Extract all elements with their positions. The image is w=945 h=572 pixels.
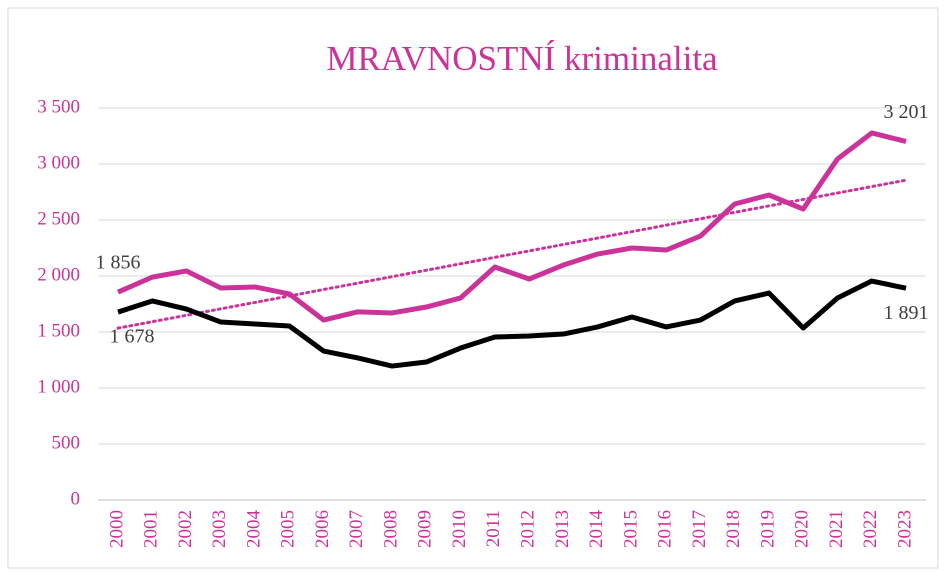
data-label: 1 856 — [96, 252, 141, 274]
x-tick-label: 2001 — [141, 510, 162, 548]
x-tick-label: 2022 — [860, 510, 881, 548]
trendline — [116, 178, 908, 330]
data-label: 1 891 — [884, 302, 929, 324]
y-tick-label: 2 000 — [37, 264, 80, 285]
x-tick-label: 2013 — [552, 510, 573, 548]
x-tick-label: 2014 — [586, 510, 607, 549]
x-tick-label: 2012 — [517, 510, 538, 548]
x-tick-label: 2010 — [449, 510, 470, 548]
x-tick-label: 2018 — [723, 510, 744, 548]
x-tick-label: 2015 — [620, 510, 641, 548]
x-tick-label: 2021 — [826, 510, 847, 548]
x-tick-label: 2019 — [757, 510, 778, 548]
x-tick-label: 2005 — [278, 510, 299, 548]
x-tick-label: 2003 — [209, 510, 230, 548]
y-tick-label: 1 000 — [37, 376, 80, 397]
chart-title: MRAVNOSTNÍ kriminalita — [326, 39, 718, 78]
x-tick-label: 2000 — [106, 510, 127, 548]
x-tick-label: 2007 — [346, 510, 367, 548]
y-tick-label: 1 500 — [37, 320, 80, 341]
y-tick-label: 3 000 — [37, 152, 80, 173]
y-tick-label: 0 — [71, 488, 81, 509]
data-label: 1 678 — [110, 326, 155, 348]
data-line — [117, 278, 907, 369]
x-tick-label: 2008 — [380, 510, 401, 548]
x-tick-label: 2004 — [243, 510, 264, 549]
x-tick-label: 2020 — [792, 510, 813, 548]
x-tick-label: 2009 — [415, 510, 436, 548]
x-tick-label: 2006 — [312, 510, 333, 548]
y-tick-label: 2 500 — [37, 208, 80, 229]
x-tick-label: 2002 — [175, 510, 196, 548]
y-tick-label: 3 500 — [37, 96, 80, 117]
x-tick-label: 2023 — [894, 510, 915, 548]
y-tick-label: 500 — [52, 432, 81, 453]
x-tick-label: 2016 — [655, 510, 676, 548]
data-line — [116, 130, 907, 323]
x-tick-label: 2017 — [689, 510, 710, 548]
data-label: 3 201 — [884, 101, 929, 123]
x-tick-label: 2011 — [483, 510, 504, 547]
